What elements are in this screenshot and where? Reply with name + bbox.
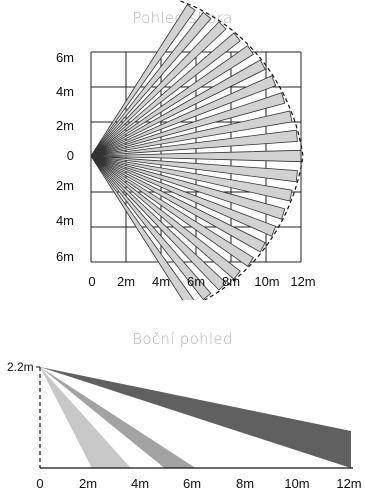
side-x-tick-4m: 4m [130,476,150,491]
top-y-tick-2m-upper: 2m [55,118,74,133]
side-x-tick-0: 0 [36,476,44,491]
detection-beam [90,32,241,157]
detection-beam [90,155,286,220]
detection-beam [90,45,254,157]
top-y-tick-0: 0 [66,148,74,163]
detection-beam [90,155,254,267]
detection-beam [90,155,195,300]
detection-beam [90,155,266,253]
detection-beam [90,155,298,183]
detection-beam [90,21,227,157]
top-beam-fan [90,4,302,300]
detection-beam [90,110,293,157]
detection-beam [90,92,286,157]
detection-beam [90,155,277,237]
top-y-tick-6m-lower: 6m [55,249,74,264]
top-y-tick-4m-upper: 4m [55,84,74,99]
top-x-tick-6m: 6m [186,274,206,289]
top-x-tick-8m: 8m [221,274,241,289]
side-x-tick-8m: 8m [235,476,255,491]
top-y-tick-4m-lower: 4m [55,213,74,228]
detection-beam [90,4,196,157]
detection-beam [90,11,212,157]
top-x-tick-12m: 12m [290,274,316,289]
coverage-boundary [180,0,304,300]
top-x-tick-4m: 4m [151,274,171,289]
top-x-tick-0: 0 [88,274,96,289]
side-detection-beam [40,367,131,468]
side-detection-beam [40,367,351,468]
side-detection-beam [40,367,196,468]
side-x-tick-2m: 2m [78,476,98,491]
detection-beam [90,155,293,202]
detection-beam [90,155,241,280]
detection-beam [90,155,227,291]
top-x-tick-10m: 10m [254,274,280,289]
top-x-tick-2m: 2m [116,274,136,289]
side-x-tick-10m: 10m [284,476,310,491]
detection-beam [90,149,302,163]
side-view-title: Boční pohled [132,330,233,348]
side-x-tick-12m: 12m [336,476,362,491]
detection-beam [90,129,298,157]
side-height-label: 2.2m [7,360,34,374]
top-view-diagram [90,0,304,300]
detection-beam [90,59,266,157]
top-y-tick-6m-upper: 6m [55,50,74,65]
detection-beam [90,155,212,300]
detection-beam [90,75,277,157]
top-y-tick-2m-lower: 2m [55,178,74,193]
side-x-tick-6m: 6m [182,476,202,491]
